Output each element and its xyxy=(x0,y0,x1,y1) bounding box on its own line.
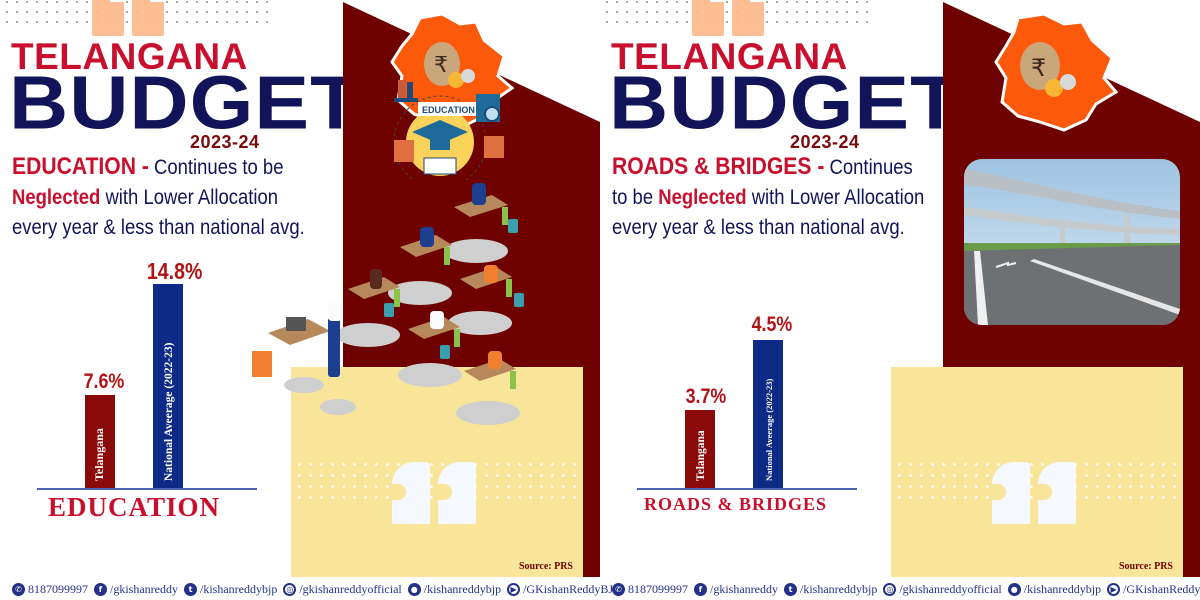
svg-text:EDUCATION: EDUCATION xyxy=(422,105,475,115)
koo-icon: ● xyxy=(407,582,421,596)
bar-national-average: National Aveerage (2022-23) xyxy=(753,340,783,489)
bar-label: National Aveerage (2022-23) xyxy=(764,378,774,481)
footer-instagram[interactable]: ◎/gkishanreddyofficial xyxy=(883,581,1002,597)
x-axis xyxy=(637,488,857,490)
roads-panel: TELANGANA BUDGET 2023-24 ROADS & BRIDGES… xyxy=(600,0,1200,600)
title-telangana: TELANGANA xyxy=(11,36,248,77)
source-label: Source: PRS xyxy=(1119,561,1173,572)
footer-text: /kishanreddybjp xyxy=(800,581,878,596)
footer-facebook[interactable]: f/gkishanreddy xyxy=(694,582,778,597)
footer-whatsapp[interactable]: ✆ 8187099997 xyxy=(612,582,688,597)
headline-text: to be xyxy=(612,186,659,209)
title-budget: BUDGET xyxy=(609,61,962,146)
bar-label: Telangana xyxy=(92,428,106,481)
education-panel: TELANGANA BUDGET 2023-24 EDUCATION - Con… xyxy=(2,0,600,577)
social-footer: ✆ 8187099997 f/gkishanreddy t/kishanreddy… xyxy=(12,578,620,600)
whatsapp-icon: ✆ xyxy=(612,582,625,596)
footer-whatsapp[interactable]: ✆ 8187099997 xyxy=(12,582,88,597)
bar-label: National Aveerage (2022-23) xyxy=(163,342,175,481)
headline-text: every year & less than national avg. xyxy=(12,216,305,239)
footer-instagram[interactable]: ◎/gkishanreddyofficial xyxy=(283,581,402,597)
chart-category-title: ROADS & BRIDGES xyxy=(644,494,828,514)
dot-pattern xyxy=(294,459,580,503)
footer-facebook[interactable]: f/gkishanreddy xyxy=(94,582,178,597)
footer-text: /kishanreddybjp xyxy=(200,581,278,596)
bar-telangana: Telangana xyxy=(85,395,115,489)
headline-emphasis: Neglected xyxy=(658,186,747,209)
headline: EDUCATION - Continues to be Neglected wi… xyxy=(12,152,312,243)
bar-value: 4.5% xyxy=(751,313,793,336)
footer-koo[interactable]: ●/kishanreddybjp xyxy=(1007,581,1102,597)
footer-text: /kishanreddybjp xyxy=(1023,581,1102,596)
roads-bar-chart: 3.7% Telangana 4.5% National Aveerage (2… xyxy=(636,250,860,530)
title-year: 2023-24 xyxy=(790,132,860,152)
twitter-icon: t xyxy=(184,582,197,596)
rupee-icon: ₹ xyxy=(434,53,448,78)
footer-text: 8187099997 xyxy=(628,581,688,596)
footer-koo[interactable]: ●/kishanreddybjp xyxy=(407,581,502,597)
telangana-map-icon: ₹ EDUCATION xyxy=(390,12,515,180)
bar-value: 3.7% xyxy=(685,385,727,408)
quote-mark-icon xyxy=(392,462,478,524)
footer-twitter[interactable]: t/kishanreddybjp xyxy=(184,582,277,597)
x-axis xyxy=(37,488,257,490)
chart-category-title: EDUCATION xyxy=(48,492,221,522)
instagram-icon: ◎ xyxy=(283,582,297,596)
facebook-icon: f xyxy=(694,582,707,596)
title-year: 2023-24 xyxy=(190,132,260,152)
instagram-icon: ◎ xyxy=(883,582,897,596)
bar-national-average: National Aveerage (2022-23) xyxy=(153,284,183,489)
footer-text: /GKishanReddyBJP xyxy=(1123,581,1200,596)
footer-twitter[interactable]: t/kishanreddybjp xyxy=(784,582,877,597)
whatsapp-icon: ✆ xyxy=(12,582,25,596)
headline-text: with Lower Allocation xyxy=(100,186,279,209)
source-label: Source: PRS xyxy=(519,561,573,572)
classroom-illustration xyxy=(252,183,524,425)
youtube-icon: ▶ xyxy=(507,582,521,596)
footer-text: /gkishanreddyofficial xyxy=(299,581,402,596)
headline-topic: ROADS & BRIDGES - xyxy=(612,153,825,180)
footer-text: /gkishanreddy xyxy=(710,581,778,596)
dot-pattern xyxy=(894,459,1180,503)
education-bar-chart: 7.6% Telangana 14.8% National Aveerage (… xyxy=(36,250,260,530)
headline-text: every year & less than national avg. xyxy=(612,216,905,239)
bar-value: 7.6% xyxy=(83,370,125,393)
koo-icon: ● xyxy=(1007,582,1021,596)
headline-topic: EDUCATION - xyxy=(12,153,149,180)
footer-text: /GKishanReddyBJP xyxy=(523,581,620,596)
headline-text: Continues xyxy=(824,156,913,179)
footer-text: /kishanreddybjp xyxy=(423,581,502,596)
telangana-map-icon: ₹ xyxy=(994,12,1119,132)
youtube-icon: ▶ xyxy=(1107,582,1121,596)
bar-telangana: Telangana xyxy=(685,410,715,489)
footer-text: 8187099997 xyxy=(28,581,88,596)
footer-text: /gkishanreddyofficial xyxy=(899,581,1002,596)
bar-value: 14.8% xyxy=(146,258,203,284)
headline-text: with Lower Allocation xyxy=(746,186,925,209)
headline-emphasis: Neglected xyxy=(12,186,101,209)
facebook-icon: f xyxy=(94,582,107,596)
footer-text: /gkishanreddy xyxy=(110,581,178,596)
headline: ROADS & BRIDGES - Continues to be Neglec… xyxy=(612,152,942,243)
rupee-icon: ₹ xyxy=(1031,54,1046,82)
flyover-photo xyxy=(964,159,1180,325)
title-telangana: TELANGANA xyxy=(611,36,848,77)
bar-label: Telangana xyxy=(695,430,707,481)
twitter-icon: t xyxy=(784,582,797,596)
social-footer: ✆ 8187099997 f/gkishanreddy t/kishanreddy… xyxy=(612,578,1200,600)
quote-mark-icon xyxy=(992,462,1078,524)
footer-youtube[interactable]: ▶/GKishanReddyBJP xyxy=(507,582,620,597)
quote-mark-icon xyxy=(692,0,764,38)
headline-text: Continues to be xyxy=(148,156,284,179)
quote-mark-icon xyxy=(92,0,164,38)
footer-youtube[interactable]: ▶/GKishanReddyBJP xyxy=(1107,582,1200,597)
title-budget: BUDGET xyxy=(9,61,362,146)
